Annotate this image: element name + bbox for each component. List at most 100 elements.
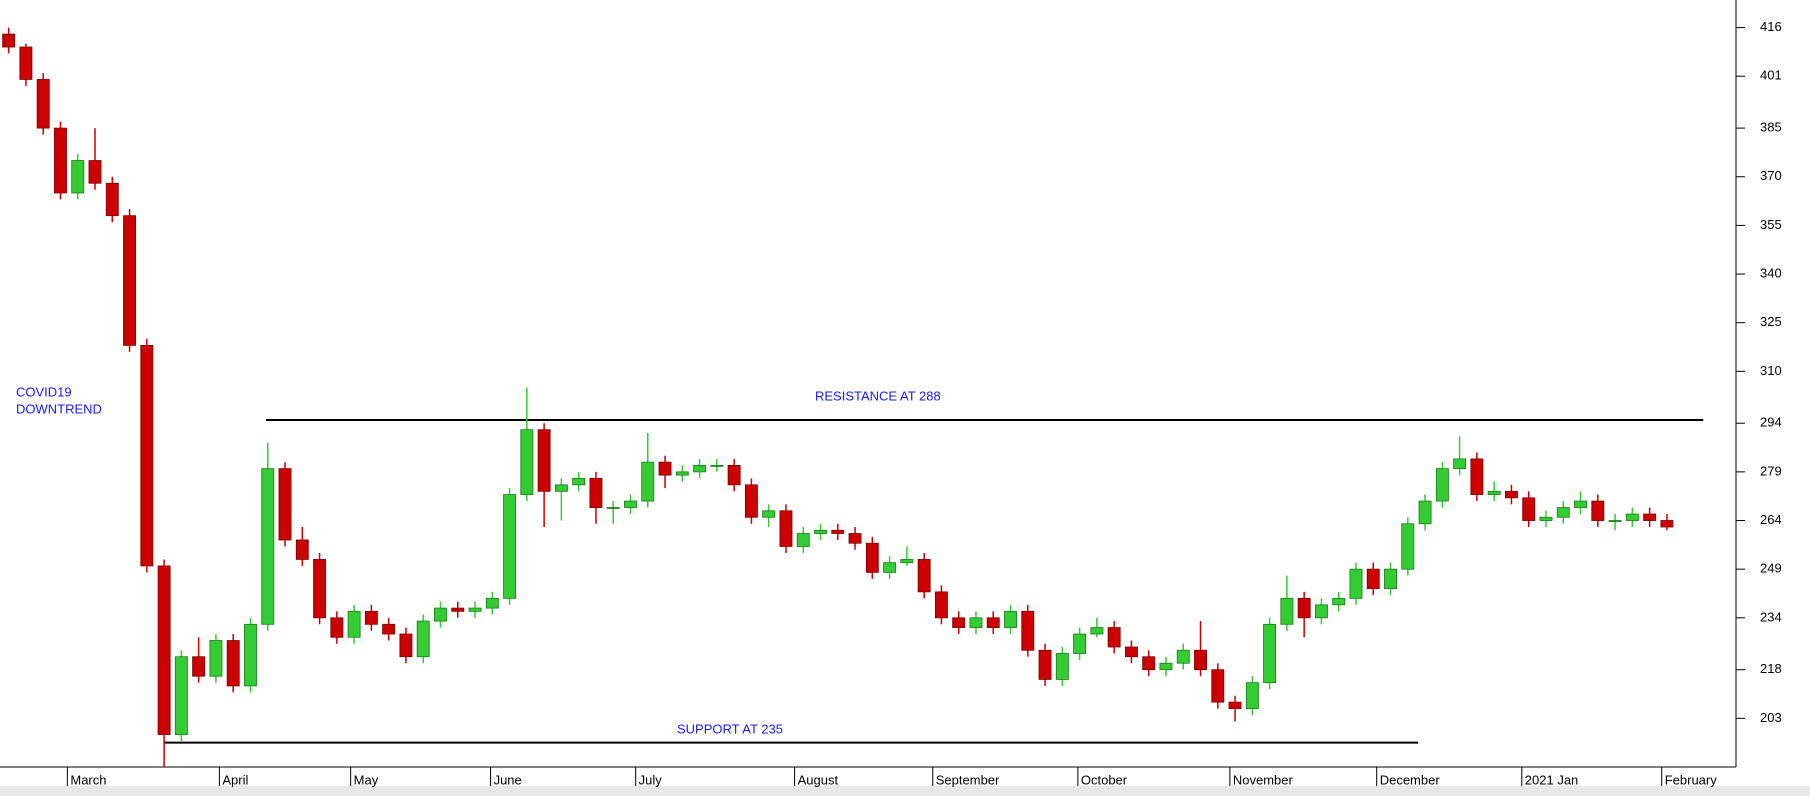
- candle-body: [779, 510, 793, 547]
- y-tick-label: 203: [1760, 710, 1782, 725]
- candle-body: [1435, 468, 1449, 502]
- x-tick-label: October: [1081, 772, 1128, 787]
- candle-body: [1660, 520, 1674, 528]
- candle-body: [434, 607, 447, 622]
- candle-body: [295, 539, 309, 560]
- x-tick-label: May: [354, 772, 379, 787]
- candle-body: [831, 529, 845, 534]
- candle-body: [1263, 623, 1277, 684]
- candle-body: [1297, 597, 1311, 619]
- candle-body: [1504, 490, 1518, 499]
- candle-body: [1142, 656, 1156, 671]
- y-tick-label: 279: [1760, 463, 1782, 478]
- candle-body: [900, 559, 914, 564]
- candle-body: [606, 507, 620, 509]
- candle-body: [796, 533, 810, 547]
- y-tick-label: 234: [1760, 609, 1782, 624]
- candle-body: [1124, 646, 1138, 658]
- candle-body: [1418, 500, 1432, 525]
- candle-body: [1401, 523, 1415, 570]
- candle-body: [468, 607, 482, 612]
- y-tick-label: 355: [1760, 217, 1782, 232]
- annotation: SUPPORT AT 235: [677, 721, 783, 736]
- candle-body: [969, 617, 983, 628]
- candle-body: [382, 623, 396, 635]
- annotation: DOWNTREND: [16, 401, 102, 416]
- annotation: RESISTANCE AT 288: [815, 388, 941, 403]
- candle-body: [1574, 500, 1587, 508]
- candle-body: [88, 160, 102, 184]
- candle-body: [140, 344, 154, 567]
- candle-body: [848, 533, 862, 544]
- candle-body: [658, 461, 672, 476]
- x-tick-label: November: [1233, 772, 1294, 787]
- x-tick-label: March: [70, 772, 106, 787]
- y-tick-label: 249: [1760, 561, 1782, 576]
- candle-body: [105, 182, 119, 217]
- x-tick-label: April: [222, 772, 248, 787]
- candle-body: [1349, 568, 1363, 599]
- candle-body: [36, 79, 50, 129]
- candle-body: [589, 477, 603, 508]
- candle-body: [1487, 490, 1501, 495]
- candle-body: [934, 591, 948, 619]
- candle-body: [226, 640, 240, 687]
- candle-body: [278, 468, 292, 541]
- y-tick-label: 218: [1760, 661, 1782, 676]
- candle-body: [1055, 653, 1069, 680]
- candle-body: [814, 529, 827, 534]
- candle-body: [952, 617, 966, 628]
- candle-body: [1556, 507, 1570, 518]
- candle-body: [1245, 682, 1259, 710]
- x-tick-label: August: [798, 772, 839, 787]
- candle-body: [1591, 500, 1605, 521]
- candle-body: [1159, 662, 1173, 671]
- y-tick-label: 340: [1760, 265, 1782, 280]
- candle-body: [624, 500, 637, 508]
- candle-body: [1643, 513, 1657, 521]
- candle-body: [451, 607, 465, 612]
- candle-body: [883, 562, 897, 573]
- y-tick-label: 385: [1760, 120, 1782, 135]
- y-tick-label: 401: [1760, 68, 1782, 83]
- candle-body: [313, 559, 327, 619]
- x-tick-label: July: [639, 772, 663, 787]
- candle-body: [1038, 649, 1052, 680]
- candle-body: [1384, 568, 1397, 590]
- candle-body: [520, 429, 534, 495]
- candle-body: [537, 429, 551, 492]
- candle-body: [244, 623, 257, 687]
- candle-body: [1090, 627, 1104, 635]
- candle-body: [174, 656, 188, 735]
- candle-body: [123, 215, 136, 346]
- candle-body: [744, 484, 758, 518]
- candle-body: [1332, 597, 1346, 606]
- candle-body: [1211, 669, 1225, 703]
- y-tick-label: 416: [1760, 19, 1782, 34]
- x-tick-label: June: [494, 772, 522, 787]
- candle-body: [503, 494, 517, 599]
- candle-body: [54, 127, 67, 194]
- candle-body: [1608, 520, 1622, 522]
- candle-body: [641, 461, 655, 502]
- candle-body: [261, 468, 275, 625]
- candle-body: [1539, 516, 1553, 521]
- candle-body: [71, 160, 85, 194]
- candle-body: [399, 633, 413, 658]
- x-tick-label: December: [1380, 772, 1441, 787]
- candle-body: [1453, 458, 1467, 470]
- candle-body: [1073, 633, 1087, 654]
- y-tick-label: 370: [1760, 168, 1782, 183]
- x-tick-label: September: [936, 772, 1000, 787]
- candle-body: [572, 477, 586, 486]
- x-tick-label: 2021 Jan: [1525, 772, 1579, 787]
- candle-body: [1522, 497, 1536, 521]
- candle-body: [364, 610, 378, 625]
- candle-body: [1194, 649, 1207, 671]
- candle-body: [19, 46, 33, 80]
- candle-body: [727, 464, 741, 486]
- candle-body: [986, 617, 1000, 628]
- candle-body: [1107, 627, 1121, 648]
- candle-body: [1176, 649, 1190, 664]
